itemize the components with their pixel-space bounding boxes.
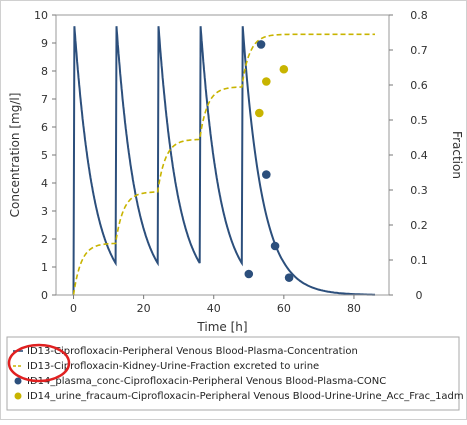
urine-obs-point (279, 64, 289, 74)
x-tick-label: 60 (277, 302, 291, 315)
legend-label: ID13-Ciprofloxacin-Peripheral Venous Blo… (27, 346, 358, 357)
legend-box (6, 336, 460, 411)
plot-layer (72, 26, 375, 296)
legend-label: ID14_urine_fracaum-Ciprofloxacin-Periphe… (27, 391, 464, 402)
legend-dot-symbol (14, 392, 22, 400)
y-tick-label: 1 (41, 261, 48, 274)
y-axis-title: Concentration [mg/l] (8, 93, 22, 218)
y-tick-label: 2 (41, 233, 48, 246)
urine-sim-line (72, 33, 375, 296)
legend-dot-symbol (14, 377, 22, 385)
y2-tick-label: 0.7 (410, 44, 428, 57)
plasma-obs-point (262, 170, 271, 179)
legend-label: ID13-Ciprofloxacin-Kidney-Urine-Fraction… (27, 361, 319, 372)
y-tick-label: 7 (41, 93, 48, 106)
x-tick-label: 20 (137, 302, 151, 315)
y-tick-label: 0 (41, 289, 48, 302)
y-tick-label: 8 (41, 65, 48, 78)
y-tick-label: 3 (41, 205, 48, 218)
plasma-obs-point (284, 273, 294, 282)
x-tick-label: 0 (70, 302, 77, 315)
urine-obs-point (255, 108, 264, 118)
y2-tick-label: 0.4 (410, 149, 428, 162)
legend-label: ID14_plasma_conc-Ciprofloxacin-Periphera… (27, 376, 386, 387)
y2-tick-label: 0.8 (410, 9, 428, 22)
y-tick-label: 6 (41, 121, 48, 134)
plot-frame (55, 14, 390, 296)
legend: ID13-Ciprofloxacin-Peripheral Venous Blo… (6, 336, 464, 411)
y2-tick-label: 0.2 (410, 219, 428, 232)
y-tick-label: 9 (41, 37, 48, 50)
annotation-circle (7, 343, 71, 383)
x-tick-label: 80 (347, 302, 361, 315)
y2-tick-label: 0.6 (410, 79, 428, 92)
y-tick-label: 5 (41, 149, 48, 162)
y-tick-label: 10 (34, 9, 48, 22)
y-tick-label: 4 (41, 177, 48, 190)
y2-tick-label: 0.5 (410, 114, 428, 127)
plasma-sim-line (72, 26, 375, 296)
y2-tick-label: 0.3 (410, 184, 428, 197)
urine-obs-point (262, 77, 271, 86)
x-tick-label: 40 (207, 302, 221, 315)
y2-tick-label: 0.1 (410, 254, 428, 267)
plasma-obs-point (256, 40, 266, 49)
plasma-obs-point (270, 241, 280, 251)
y2-axis-title: Fraction (450, 131, 464, 179)
y2-tick-label: 0 (416, 289, 423, 302)
x-axis-title: Time [h] (196, 320, 247, 334)
axes-layer: 0 1 2 3 4 5 6 7 8 9 10 0 0.1 0.2 0.3 0.4 0.5 0.6 0.7 0.8 0 20… (8, 9, 464, 334)
plasma-obs-point (244, 269, 254, 279)
